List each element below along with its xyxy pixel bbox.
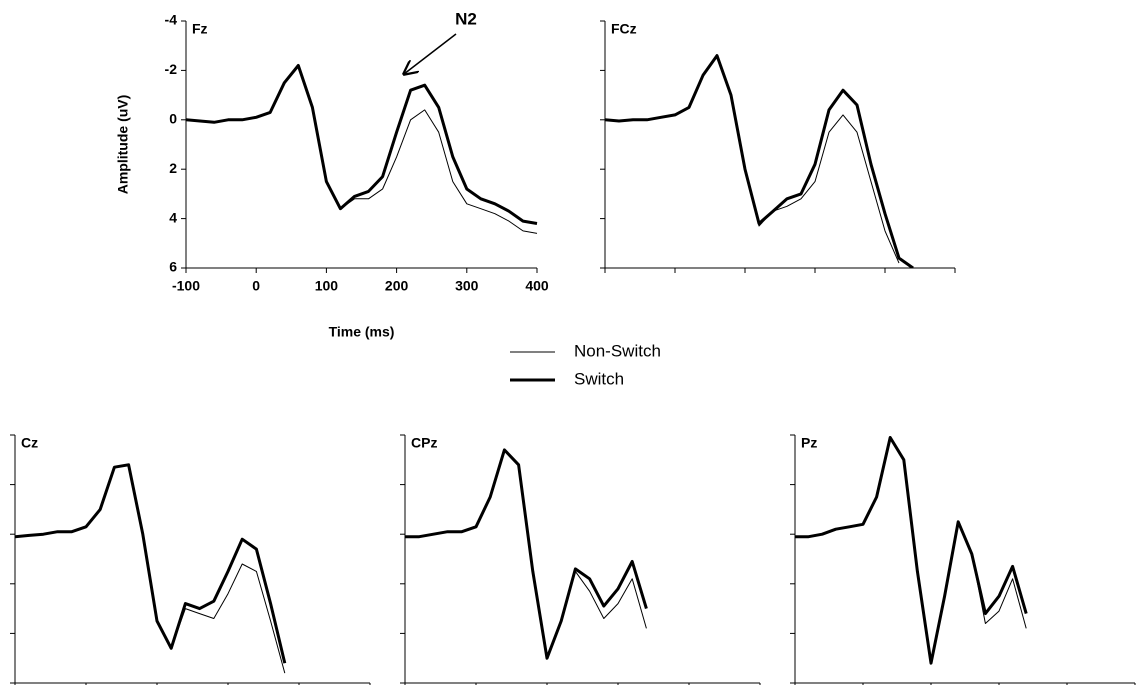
panel-title: Pz xyxy=(801,435,817,451)
annotation: N2 xyxy=(455,9,477,28)
x-tick-label: 0 xyxy=(252,278,260,294)
x-axis-label: Time (ms) xyxy=(329,324,395,340)
panel-title: FCz xyxy=(611,21,637,37)
y-tick-label: 6 xyxy=(169,259,177,275)
series-line xyxy=(15,463,287,664)
series-line xyxy=(605,54,914,268)
series-line xyxy=(405,448,648,660)
panel-title: CPz xyxy=(411,435,437,451)
series-line xyxy=(795,437,1027,664)
annotation-arrow xyxy=(404,33,457,74)
series-line xyxy=(795,436,1028,665)
legend-label: Non-Switch xyxy=(574,341,661,360)
x-tick-label: -100 xyxy=(172,278,200,294)
series-line xyxy=(186,64,538,225)
x-tick-label: 200 xyxy=(385,278,409,294)
y-tick-label: -4 xyxy=(165,12,178,28)
y-tick-label: -2 xyxy=(165,61,178,77)
x-tick-label: 300 xyxy=(455,278,479,294)
panel-title: Cz xyxy=(21,435,38,451)
y-axis-label: Amplitude (uV) xyxy=(115,95,131,195)
x-tick-label: 100 xyxy=(315,278,339,294)
y-tick-label: 0 xyxy=(169,111,177,127)
series-line xyxy=(405,449,647,659)
y-tick-label: 2 xyxy=(169,160,177,176)
series-line xyxy=(605,55,900,264)
legend-label: Switch xyxy=(574,369,624,388)
series-line xyxy=(186,65,538,234)
x-tick-label: 400 xyxy=(525,278,549,294)
y-tick-label: 4 xyxy=(169,209,177,225)
panel-title: Fz xyxy=(192,21,208,37)
